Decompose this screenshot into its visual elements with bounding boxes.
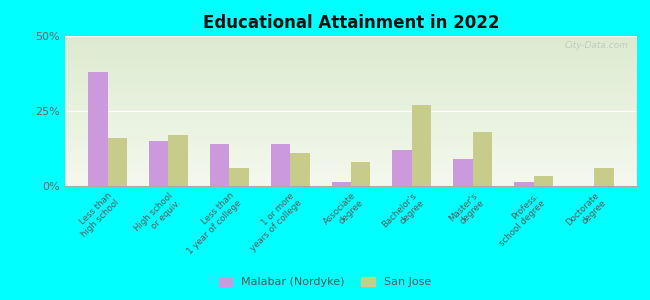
Bar — [108, 138, 127, 186]
Title: Educational Attainment in 2022: Educational Attainment in 2022 — [203, 14, 499, 32]
Bar — [594, 168, 614, 186]
Bar — [534, 176, 553, 186]
Bar — [88, 72, 108, 186]
Bar — [332, 182, 351, 186]
Bar — [270, 144, 290, 186]
Bar — [473, 132, 492, 186]
Bar — [290, 153, 309, 186]
Bar — [351, 162, 370, 186]
Bar — [149, 141, 168, 186]
Bar — [393, 150, 412, 186]
Legend: Malabar (Nordyke), San Jose: Malabar (Nordyke), San Jose — [214, 272, 436, 291]
Bar — [229, 168, 249, 186]
Bar — [168, 135, 188, 186]
Bar — [210, 144, 229, 186]
Bar — [514, 182, 534, 186]
Bar — [412, 105, 432, 186]
Text: City-Data.com: City-Data.com — [564, 40, 629, 50]
Bar — [453, 159, 473, 186]
